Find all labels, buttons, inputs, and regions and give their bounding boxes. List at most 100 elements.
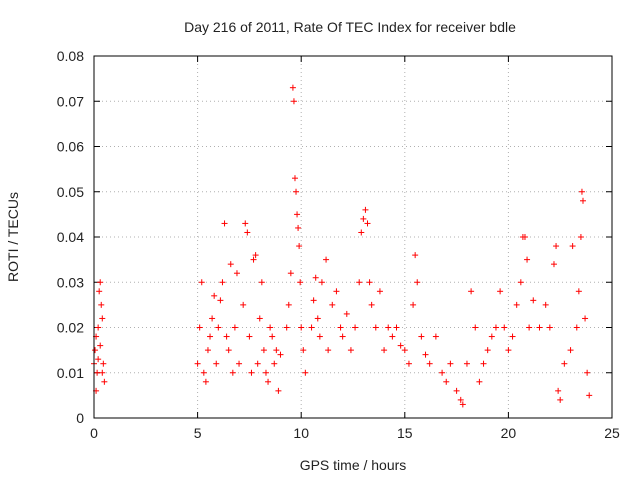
data-point xyxy=(385,324,392,331)
data-point xyxy=(579,197,586,204)
chart-title: Day 216 of 2011, Rate Of TEC Index for r… xyxy=(184,19,516,35)
data-point xyxy=(366,279,373,286)
data-point xyxy=(296,243,303,250)
data-point xyxy=(546,324,553,331)
data-point xyxy=(553,243,560,250)
y-tick-label: 0.08 xyxy=(57,48,84,64)
data-point xyxy=(94,369,101,376)
data-point xyxy=(194,360,201,367)
data-point xyxy=(432,333,439,340)
data-point xyxy=(196,324,203,331)
data-point xyxy=(297,279,304,286)
data-point xyxy=(542,301,549,308)
data-point xyxy=(360,215,367,222)
data-point xyxy=(258,279,265,286)
data-point xyxy=(248,369,255,376)
data-point xyxy=(283,324,290,331)
data-point xyxy=(217,297,224,304)
y-tick-label: 0.03 xyxy=(57,274,84,290)
data-point xyxy=(236,360,243,367)
data-point xyxy=(204,347,211,354)
data-point xyxy=(294,211,301,218)
x-tick-label: 20 xyxy=(501,425,517,441)
data-point xyxy=(343,310,350,317)
data-point xyxy=(352,324,359,331)
data-point xyxy=(524,256,531,263)
data-point xyxy=(267,324,274,331)
data-point xyxy=(397,342,404,349)
data-point xyxy=(221,220,228,227)
y-tick-label: 0.06 xyxy=(57,139,84,155)
data-point xyxy=(358,229,365,236)
data-point xyxy=(422,351,429,358)
data-point xyxy=(269,333,276,340)
data-point xyxy=(240,301,247,308)
data-point xyxy=(300,347,307,354)
data-point xyxy=(557,396,564,403)
data-point xyxy=(356,279,363,286)
data-point xyxy=(100,360,107,367)
data-point xyxy=(289,84,296,91)
data-point xyxy=(468,288,475,295)
data-point xyxy=(497,288,504,295)
data-point xyxy=(586,392,593,399)
y-tick-label: 0 xyxy=(76,410,84,426)
data-point xyxy=(242,220,249,227)
data-point xyxy=(333,288,340,295)
axis-ticks: 0 5 10 15 20 25 0 0.01 0.02 0.03 0.04 0.05 0.06 0.07 0… xyxy=(57,48,620,441)
data-point xyxy=(401,347,408,354)
data-point xyxy=(362,206,369,213)
data-point xyxy=(501,324,508,331)
data-point xyxy=(316,333,323,340)
data-point xyxy=(323,256,330,263)
data-point xyxy=(271,360,278,367)
data-point xyxy=(582,315,589,322)
data-point xyxy=(250,256,257,263)
data-point xyxy=(244,229,251,236)
data-point xyxy=(530,297,537,304)
data-point xyxy=(410,301,417,308)
data-point xyxy=(347,347,354,354)
data-point xyxy=(256,315,263,322)
x-tick-label: 25 xyxy=(604,425,620,441)
data-point xyxy=(227,261,234,268)
data-point xyxy=(584,369,591,376)
data-point xyxy=(381,347,388,354)
data-point xyxy=(325,347,332,354)
data-point xyxy=(202,378,209,385)
x-tick-label: 15 xyxy=(397,425,413,441)
x-tick-label: 5 xyxy=(194,425,202,441)
data-point xyxy=(567,347,574,354)
data-point xyxy=(97,342,104,349)
data-point xyxy=(302,369,309,376)
data-point xyxy=(412,252,419,259)
data-point xyxy=(225,347,232,354)
data-point xyxy=(318,279,325,286)
data-point xyxy=(298,324,305,331)
data-point xyxy=(211,292,218,299)
data-point xyxy=(254,360,261,367)
data-point xyxy=(505,347,512,354)
data-point xyxy=(575,288,582,295)
data-point xyxy=(308,324,315,331)
data-point xyxy=(198,279,205,286)
x-axis-label: GPS time / hours xyxy=(300,457,407,473)
data-points xyxy=(91,84,593,408)
data-point xyxy=(488,333,495,340)
data-point xyxy=(555,387,562,394)
data-point xyxy=(492,324,499,331)
data-point xyxy=(209,315,216,322)
data-point xyxy=(569,243,576,250)
y-tick-label: 0.05 xyxy=(57,184,84,200)
data-point xyxy=(447,360,454,367)
data-point xyxy=(577,234,584,240)
data-point xyxy=(457,396,464,403)
data-point xyxy=(573,324,580,331)
data-point xyxy=(364,220,371,227)
data-point xyxy=(99,369,106,376)
data-point xyxy=(213,360,220,367)
data-point xyxy=(536,324,543,331)
data-point xyxy=(337,324,344,331)
x-tick-label: 0 xyxy=(90,425,98,441)
